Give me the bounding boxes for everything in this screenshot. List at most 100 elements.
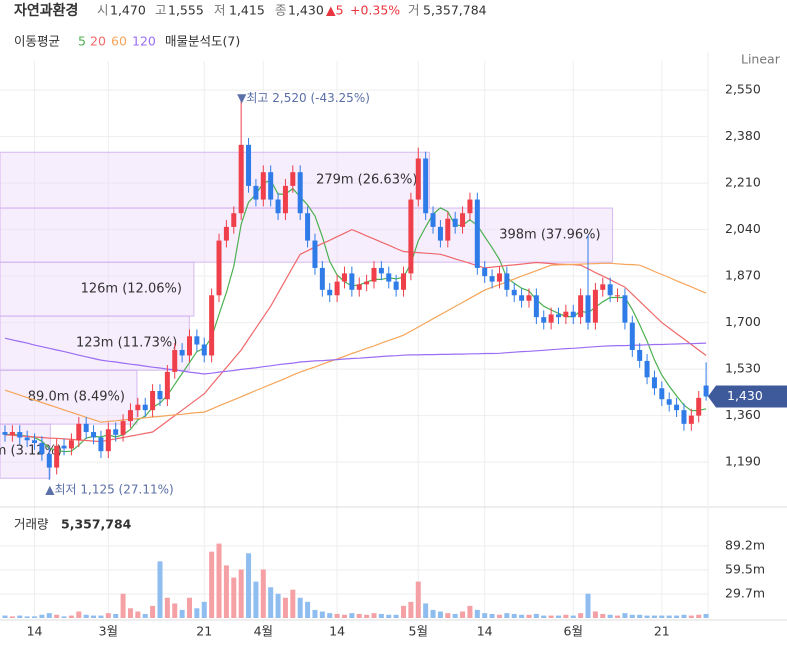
candle-body [17,432,23,438]
volume-bar [231,577,237,618]
volume-bar [334,613,340,618]
candle-body [578,295,584,318]
candle-body [356,284,362,290]
price-tag-label: 1,430 [727,388,763,403]
y-tick-label: 2,550 [725,82,761,97]
volume-profile-bar [0,315,190,371]
volume-bar [600,613,606,618]
volume-bar [54,614,60,618]
y-tick-label: 2,210 [725,175,761,190]
x-tick-label: 6월 [564,624,583,639]
volume-bar [142,613,148,618]
ma-line [4,228,707,443]
candle-body [91,432,97,438]
candle-body [164,371,170,400]
candle-body [607,284,613,296]
profile-label: 398m (37.96%) [499,228,600,243]
volume-bar [24,616,30,618]
profile-label: 89.0m (8.49%) [28,390,125,405]
candle-body [39,442,45,454]
candle-body [541,317,547,323]
legend-item: 60 [111,34,127,49]
y-tick-label: 59.5m [725,561,765,576]
volume-bar [541,615,547,618]
y-tick-label: 1,700 [725,314,761,329]
candle-body [83,423,89,433]
label: 거 [408,3,420,18]
volume-bar [629,614,635,618]
volume-bar [570,615,576,618]
volume-bar [519,614,525,618]
candle-body [54,445,60,468]
volume-bar [659,615,665,618]
volume-bar [194,608,200,618]
volume-bar [216,543,222,618]
annotation: ▼최고 2,520 (-43.25%) [237,91,370,105]
volume-bar [408,601,414,618]
candle-body [253,185,259,200]
candle-body [504,273,510,290]
volume-title: 거래량 [14,517,49,532]
volume-bar [2,615,8,618]
volume-bar [666,615,672,618]
volume-bar [297,597,303,618]
volume-bar [32,616,38,618]
volume-bar [445,613,451,618]
volume-bar [460,611,466,618]
y-tick-label: 1,360 [725,407,761,422]
volume-bar [437,611,443,618]
candle-body [61,445,67,449]
candle-body [9,432,15,435]
candle-body [703,385,709,397]
candle-body [24,437,30,441]
candle-body [482,267,488,277]
volume-bar [378,613,384,618]
volume-bar [113,613,119,618]
x-tick-label: 14 [27,624,43,639]
candle-body [570,311,576,318]
profile-label: 매물분석도(7) [165,34,240,49]
volume-profile-bar [0,151,430,209]
candle-body [187,336,192,356]
volume-bar [238,569,244,618]
volume-bar [120,593,126,618]
candle-body [113,429,119,435]
candle-body [445,218,451,241]
volume-bar [253,581,259,618]
volume-bar [127,608,133,618]
volume-bar [548,615,554,618]
candle-body [297,172,303,214]
candle-body [142,404,148,411]
volume-bar [275,593,281,618]
legend-item: 120 [132,34,156,49]
candle-body [120,421,126,435]
volume-bar [452,613,458,618]
candle-body [386,273,392,282]
ma-label: 이동평균 [14,34,60,49]
label: 저 [214,3,226,18]
candle-body [282,185,288,214]
scale-label: Linear [741,52,781,67]
candle-body [622,295,628,323]
candle-body [179,349,185,356]
volume-bar [393,614,399,618]
volume-bar [135,611,141,618]
candle-body [659,388,665,400]
x-tick-label: 14 [477,624,493,639]
volume-bar [98,615,104,618]
candle-body [371,267,377,282]
candle-body [644,360,650,378]
candle-body [519,295,525,301]
stock-name: 자연과환경 [14,2,78,19]
volume-bar [305,601,311,618]
candle-body [216,240,222,296]
volume-bar [179,609,185,618]
candle-body [46,453,52,468]
volume-bar [585,593,591,618]
candle-body [349,273,355,290]
volume-bar [91,615,97,618]
candle-body [423,158,429,214]
candle-body [408,199,414,274]
volume-bar [592,611,598,618]
